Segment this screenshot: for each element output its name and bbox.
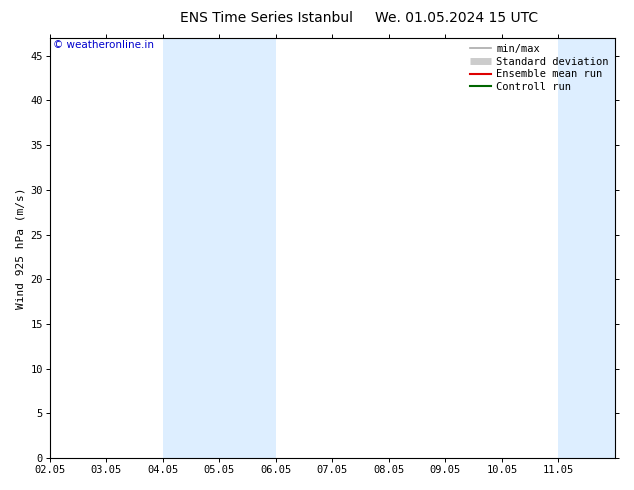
Bar bbox=[559, 38, 615, 458]
Text: ENS Time Series Istanbul: ENS Time Series Istanbul bbox=[180, 11, 353, 25]
Text: We. 01.05.2024 15 UTC: We. 01.05.2024 15 UTC bbox=[375, 11, 538, 25]
Y-axis label: Wind 925 hPa (m/s): Wind 925 hPa (m/s) bbox=[15, 187, 25, 309]
Text: © weatheronline.in: © weatheronline.in bbox=[53, 40, 154, 50]
Bar bbox=[163, 38, 276, 458]
Legend: min/max, Standard deviation, Ensemble mean run, Controll run: min/max, Standard deviation, Ensemble me… bbox=[466, 40, 612, 96]
